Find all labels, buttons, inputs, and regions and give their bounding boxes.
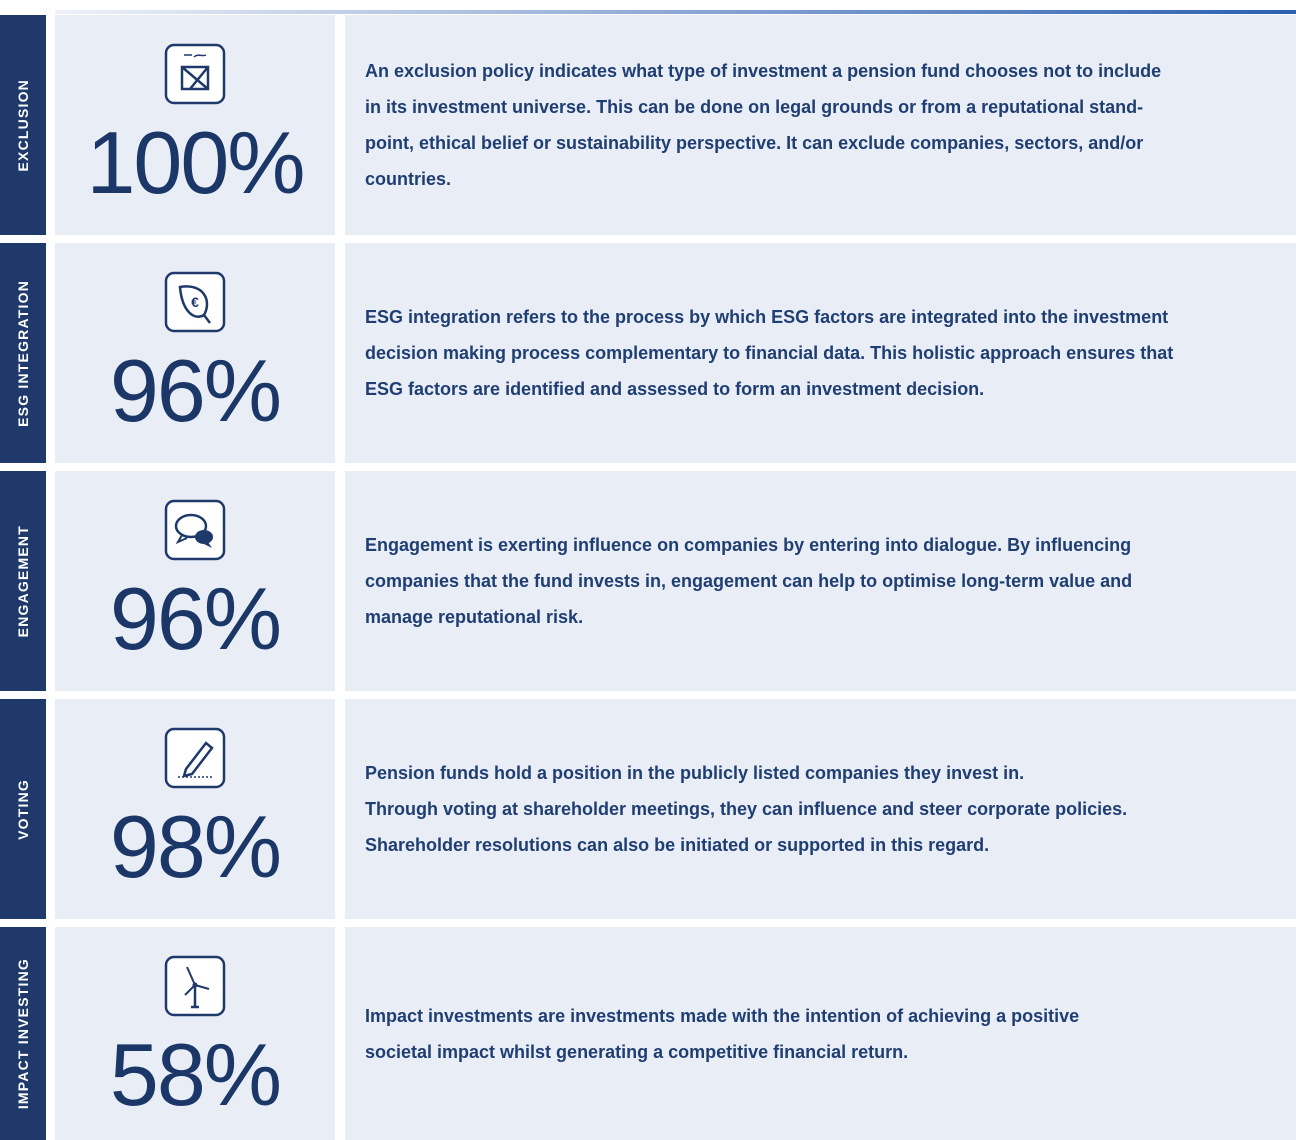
stat-panel: 98% [55,699,335,919]
description-line: in its investment universe. This can be … [365,97,1144,117]
svg-text:€: € [191,294,199,310]
item-row: EXCLUSION 100% An exclusion policy indicat… [0,15,1296,235]
item-icon [164,43,226,105]
percentage: 58% [109,1025,282,1124]
description-line: ESG integration refers to the process by… [365,307,1169,327]
percentage: 98% [109,797,282,896]
item-label: IMPACT INVESTING [15,957,31,1110]
item-icon [164,727,226,789]
item-label: VOTING [15,778,31,840]
item-icon: € [164,271,226,333]
description-line: companies that the fund invests in, enga… [365,571,1133,591]
description-line: Engagement is exerting influence on comp… [365,535,1132,555]
description: ESG integration refers to the process by… [345,243,1296,463]
description-line: societal impact whilst generating a comp… [365,1041,909,1062]
top-rule [55,10,1296,14]
item-icon [164,499,226,561]
description-line: point, ethical belief or sustainability … [365,133,1144,153]
description-line: decision making process complementary to… [365,343,1174,363]
side-tab: IMPACT INVESTING [0,927,46,1140]
item-row: VOTING 98% Pension funds hold a position i… [0,699,1296,919]
description-line: manage reputational risk. [365,607,584,627]
description: An exclusion policy indicates what type … [345,15,1296,235]
percentage: 96% [109,341,282,440]
item-icon [164,955,226,1017]
stat-panel: 100% [55,15,335,235]
description-line: Through voting at shareholder meetings, … [365,799,1128,819]
description: Impact investments are investments made … [345,927,1296,1140]
percentage: 96% [109,569,282,668]
item-row: IMPACT INVESTING 58% Impact investments ar… [0,927,1296,1140]
item-label: ESG INTEGRATION [15,279,31,427]
item-row: ENGAGEMENT 96% Engagement is exerting infl… [0,471,1296,691]
description: Pension funds hold a position in the pub… [345,699,1296,919]
side-tab: ESG INTEGRATION [0,243,46,463]
stat-panel: 58% [55,927,335,1140]
description-line: Pension funds hold a position in the pub… [365,763,1025,783]
description-line: ESG factors are identified and assessed … [365,379,985,399]
item-label: ENGAGEMENT [15,524,31,638]
side-tab: VOTING [0,699,46,919]
description-line: Shareholder resolutions can also be init… [365,835,990,855]
description-line: Impact investments are investments made … [365,1005,1080,1026]
side-tab: ENGAGEMENT [0,471,46,691]
item-label: EXCLUSION [15,78,31,172]
side-tab: EXCLUSION [0,15,46,235]
stat-panel: €96% [55,243,335,463]
percentage: 100% [86,113,305,212]
description-line: An exclusion policy indicates what type … [365,61,1162,81]
description-line: countries. [365,169,452,189]
stat-panel: 96% [55,471,335,691]
description: Engagement is exerting influence on comp… [345,471,1296,691]
item-row: ESG INTEGRATION €96% ESG integration refer… [0,243,1296,463]
